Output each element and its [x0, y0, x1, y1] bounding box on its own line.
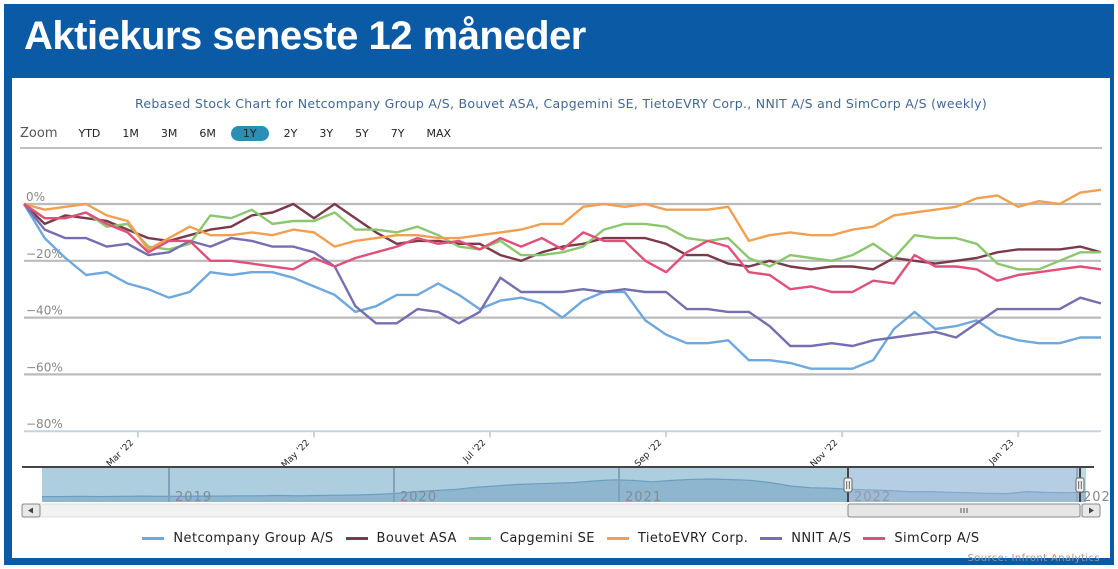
navigator-selection[interactable] — [848, 468, 1080, 502]
navigator-handle-left[interactable] — [843, 477, 853, 493]
y-tick-label: −60% — [26, 360, 63, 374]
legend-swatch — [760, 537, 783, 540]
legend-item[interactable]: NNIT A/S — [760, 531, 851, 546]
navigator-year-label: 2021 — [625, 490, 662, 505]
legend-label: NNIT A/S — [791, 531, 852, 546]
legend-item[interactable]: SimCorp A/S — [863, 531, 979, 546]
chart-frame: Aktiekurs seneste 12 måneder Rebased Sto… — [4, 4, 1114, 565]
x-tick-label: Jul '22 — [461, 438, 488, 465]
zoom-selector: Zoom YTD 1M 3M 6M 1Y 2Y 3Y 5Y 7Y MAX — [20, 124, 466, 142]
separator — [20, 147, 1102, 149]
header-bar: Aktiekurs seneste 12 måneder — [4, 4, 1114, 76]
navigator-year-label: 2022 — [854, 490, 891, 505]
zoom-button-6m[interactable]: 6M — [199, 126, 216, 140]
navigator-year-label: 2023 — [1083, 490, 1110, 505]
y-tick-label: −80% — [26, 417, 63, 431]
chart-svg[interactable]: 0% −20% −40% −60% −80% Mar '22 May '22 Jul '22 S… — [12, 78, 1110, 558]
x-tick-label: Nov '22 — [809, 438, 840, 469]
legend-item[interactable]: TietoEVRY Corp. — [606, 531, 749, 546]
zoom-button-3y[interactable]: 3Y — [319, 126, 334, 140]
zoom-button-7y[interactable]: 7Y — [390, 126, 405, 140]
legend-label: Bouvet ASA — [376, 531, 457, 546]
navigator-line — [42, 478, 1087, 498]
x-tick-label: May '22 — [280, 438, 312, 470]
x-tick-label: Jan '23 — [987, 438, 1016, 467]
series-line-nnit-a-s[interactable] — [23, 203, 1102, 348]
zoom-button-ytd[interactable]: YTD — [78, 126, 101, 140]
series-line-netcompany-group-a-s[interactable] — [22, 203, 1101, 370]
legend-label: SimCorp A/S — [894, 531, 980, 546]
legend-label: Netcompany Group A/S — [173, 531, 334, 546]
legend-swatch — [863, 537, 886, 540]
legend-swatch — [468, 537, 491, 540]
chart-panel: Rebased Stock Chart for Netcompany Group… — [12, 78, 1110, 564]
navigator-year-label: 2020 — [400, 490, 437, 505]
zoom-button-5y[interactable]: 5Y — [355, 126, 369, 140]
y-tick-label: 0% — [26, 190, 45, 204]
y-tick-label: −40% — [26, 304, 63, 318]
legend-label: Capgemini SE — [499, 531, 595, 546]
legend-label: TietoEVRY Corp. — [637, 531, 749, 546]
zoom-button-max[interactable]: MAX — [426, 126, 452, 140]
arrow-left-icon — [28, 507, 33, 514]
legend: Netcompany Group A/S Bouvet ASA Capgemini … — [12, 531, 1110, 546]
chart-title: Rebased Stock Chart for Netcompany Group… — [134, 96, 988, 111]
zoom-button-1m[interactable]: 1M — [122, 126, 139, 140]
x-tick-label: Mar '22 — [105, 438, 136, 469]
zoom-button-1y[interactable]: 1Y — [230, 125, 269, 141]
series-line-bouvet-asa[interactable] — [23, 202, 1102, 271]
navigator-handle-right[interactable] — [1075, 477, 1085, 493]
x-tick-label: Sep '22 — [633, 438, 664, 469]
series-line-tietoevry-corp-[interactable] — [23, 188, 1102, 251]
source-credit: Source: Infront Analytics — [967, 553, 1100, 564]
series-line-simcorp-a-s[interactable] — [23, 203, 1102, 294]
navigator-mask-left — [42, 468, 848, 502]
y-tick-label: −20% — [26, 247, 63, 261]
legend-swatch — [142, 537, 165, 540]
series-line-capgemini-se[interactable] — [23, 203, 1101, 271]
legend-swatch — [345, 537, 368, 540]
legend-swatch — [606, 537, 629, 540]
arrow-right-icon — [1089, 507, 1094, 514]
page-title: Aktiekurs seneste 12 måneder — [24, 14, 586, 58]
legend-item[interactable]: Bouvet ASA — [345, 531, 457, 546]
legend-item[interactable]: Netcompany Group A/S — [142, 531, 333, 546]
legend-item[interactable]: Capgemini SE — [468, 531, 595, 546]
zoom-button-3m[interactable]: 3M — [160, 126, 178, 140]
zoom-button-2y[interactable]: 2Y — [283, 126, 298, 140]
zoom-label: Zoom — [20, 125, 58, 141]
zoom-buttons: YTD 1M 3M 6M 1Y 2Y 3Y 5Y 7Y MAX — [71, 125, 466, 141]
navigator-year-label: 2019 — [175, 490, 212, 505]
